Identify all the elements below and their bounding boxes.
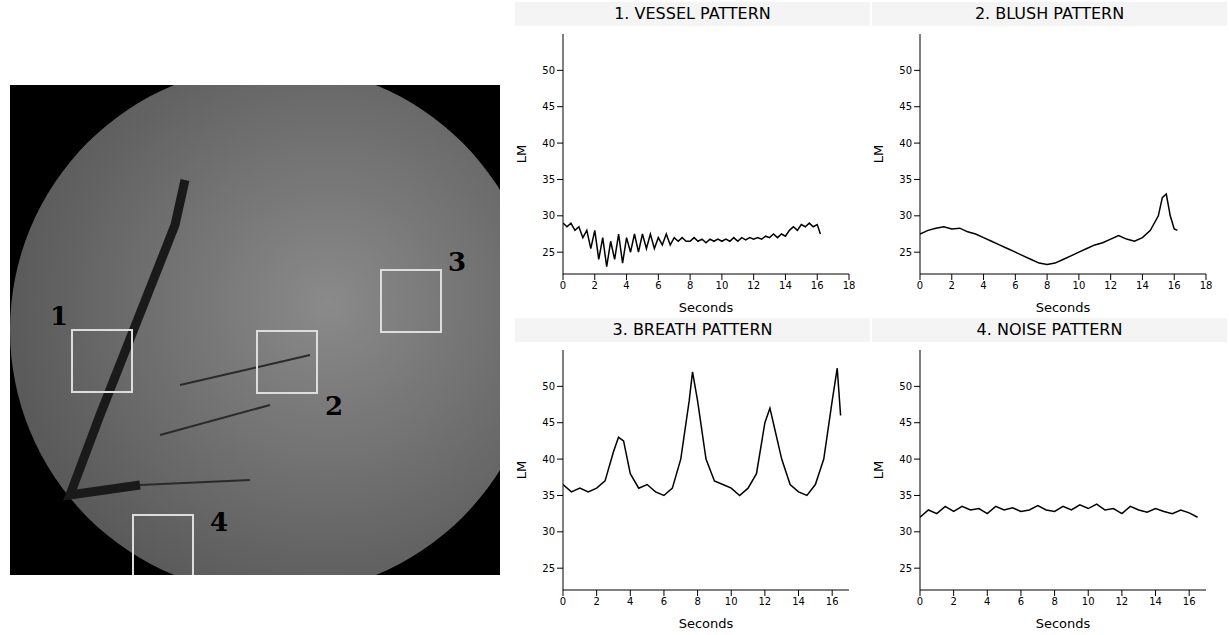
svg-text:4: 4 (210, 507, 228, 537)
svg-text:4: 4 (623, 280, 629, 291)
svg-text:25: 25 (542, 247, 555, 258)
svg-text:35: 35 (899, 174, 912, 185)
svg-text:35: 35 (542, 174, 555, 185)
svg-text:12: 12 (1104, 280, 1117, 291)
svg-text:45: 45 (899, 417, 912, 428)
svg-text:0: 0 (917, 596, 923, 607)
svg-text:30: 30 (899, 210, 912, 221)
svg-text:8: 8 (687, 280, 693, 291)
svg-text:8: 8 (694, 596, 700, 607)
svg-text:18: 18 (843, 280, 856, 291)
svg-text:35: 35 (542, 490, 555, 501)
svg-text:50: 50 (899, 381, 912, 392)
html-text:4. NOISE PATTERN: 4. NOISE PATTERN (976, 320, 1123, 339)
svg-text:12: 12 (1116, 596, 1129, 607)
svg-text:30: 30 (542, 210, 555, 221)
svg-text:Seconds: Seconds (1036, 300, 1091, 315)
svg-text:10: 10 (716, 280, 729, 291)
svg-text:4: 4 (984, 596, 990, 607)
svg-text:16: 16 (1183, 596, 1196, 607)
svg-text:30: 30 (542, 526, 555, 537)
svg-text:2: 2 (950, 596, 956, 607)
svg-text:45: 45 (542, 101, 555, 112)
svg-text:LM: LM (515, 461, 529, 479)
svg-text:3: 3 (448, 247, 466, 277)
svg-text:40: 40 (542, 454, 555, 465)
svg-text:2: 2 (325, 391, 343, 421)
svg-text:45: 45 (542, 417, 555, 428)
svg-text:14: 14 (792, 596, 805, 607)
svg-text:6: 6 (1012, 280, 1018, 291)
svg-text:LM: LM (515, 145, 529, 163)
svg-text:10: 10 (1073, 280, 1086, 291)
svg-text:8: 8 (1051, 596, 1057, 607)
svg-text:Seconds: Seconds (1036, 616, 1091, 631)
svg-text:25: 25 (899, 247, 912, 258)
svg-text:0: 0 (560, 596, 566, 607)
svg-text:6: 6 (655, 280, 661, 291)
svg-text:40: 40 (542, 138, 555, 149)
svg-text:10: 10 (725, 596, 738, 607)
svg-text:50: 50 (899, 65, 912, 76)
svg-text:25: 25 (542, 563, 555, 574)
svg-text:6: 6 (661, 596, 667, 607)
svg-text:6: 6 (1018, 596, 1024, 607)
svg-text:40: 40 (899, 138, 912, 149)
svg-text:50: 50 (542, 65, 555, 76)
svg-text:4: 4 (980, 280, 986, 291)
html-text:2. BLUSH PATTERN: 2. BLUSH PATTERN (974, 4, 1125, 23)
svg-text:8: 8 (1044, 280, 1050, 291)
svg-text:14: 14 (1136, 280, 1149, 291)
svg-text:30: 30 (899, 526, 912, 537)
svg-text:0: 0 (560, 280, 566, 291)
svg-text:LM: LM (872, 461, 886, 479)
svg-text:40: 40 (899, 454, 912, 465)
svg-text:14: 14 (779, 280, 792, 291)
svg-text:LM: LM (872, 145, 886, 163)
svg-text:Seconds: Seconds (679, 616, 734, 631)
svg-text:45: 45 (899, 101, 912, 112)
svg-text:14: 14 (1149, 596, 1162, 607)
svg-text:4: 4 (627, 596, 633, 607)
html-text:3. BREATH PATTERN: 3. BREATH PATTERN (612, 320, 773, 339)
svg-text:Seconds: Seconds (679, 300, 734, 315)
svg-text:12: 12 (759, 596, 772, 607)
svg-text:16: 16 (826, 596, 839, 607)
svg-text:18: 18 (1200, 280, 1213, 291)
svg-text:16: 16 (1168, 280, 1181, 291)
svg-text:50: 50 (542, 381, 555, 392)
svg-text:12: 12 (747, 280, 760, 291)
svg-text:2: 2 (592, 280, 598, 291)
svg-text:1: 1 (50, 301, 68, 331)
svg-text:25: 25 (899, 563, 912, 574)
svg-text:2: 2 (593, 596, 599, 607)
svg-text:10: 10 (1082, 596, 1095, 607)
svg-text:35: 35 (899, 490, 912, 501)
svg-text:0: 0 (917, 280, 923, 291)
svg-text:16: 16 (811, 280, 824, 291)
svg-text:2: 2 (949, 280, 955, 291)
html-text:1. VESSEL PATTERN: 1. VESSEL PATTERN (614, 4, 771, 23)
